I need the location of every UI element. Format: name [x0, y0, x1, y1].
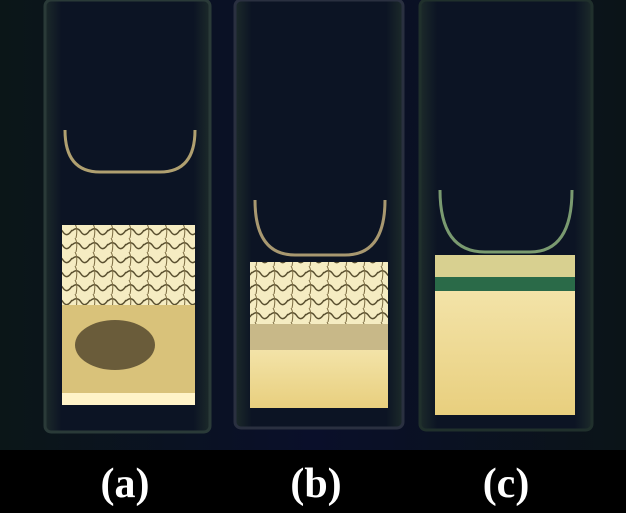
label-a: (a)	[101, 461, 150, 507]
vial-c	[418, 0, 594, 432]
label-strip	[0, 450, 626, 513]
vial-b	[233, 0, 405, 430]
label-b: (b)	[290, 461, 341, 507]
vial-a	[43, 0, 212, 434]
label-c: (c)	[483, 461, 530, 507]
